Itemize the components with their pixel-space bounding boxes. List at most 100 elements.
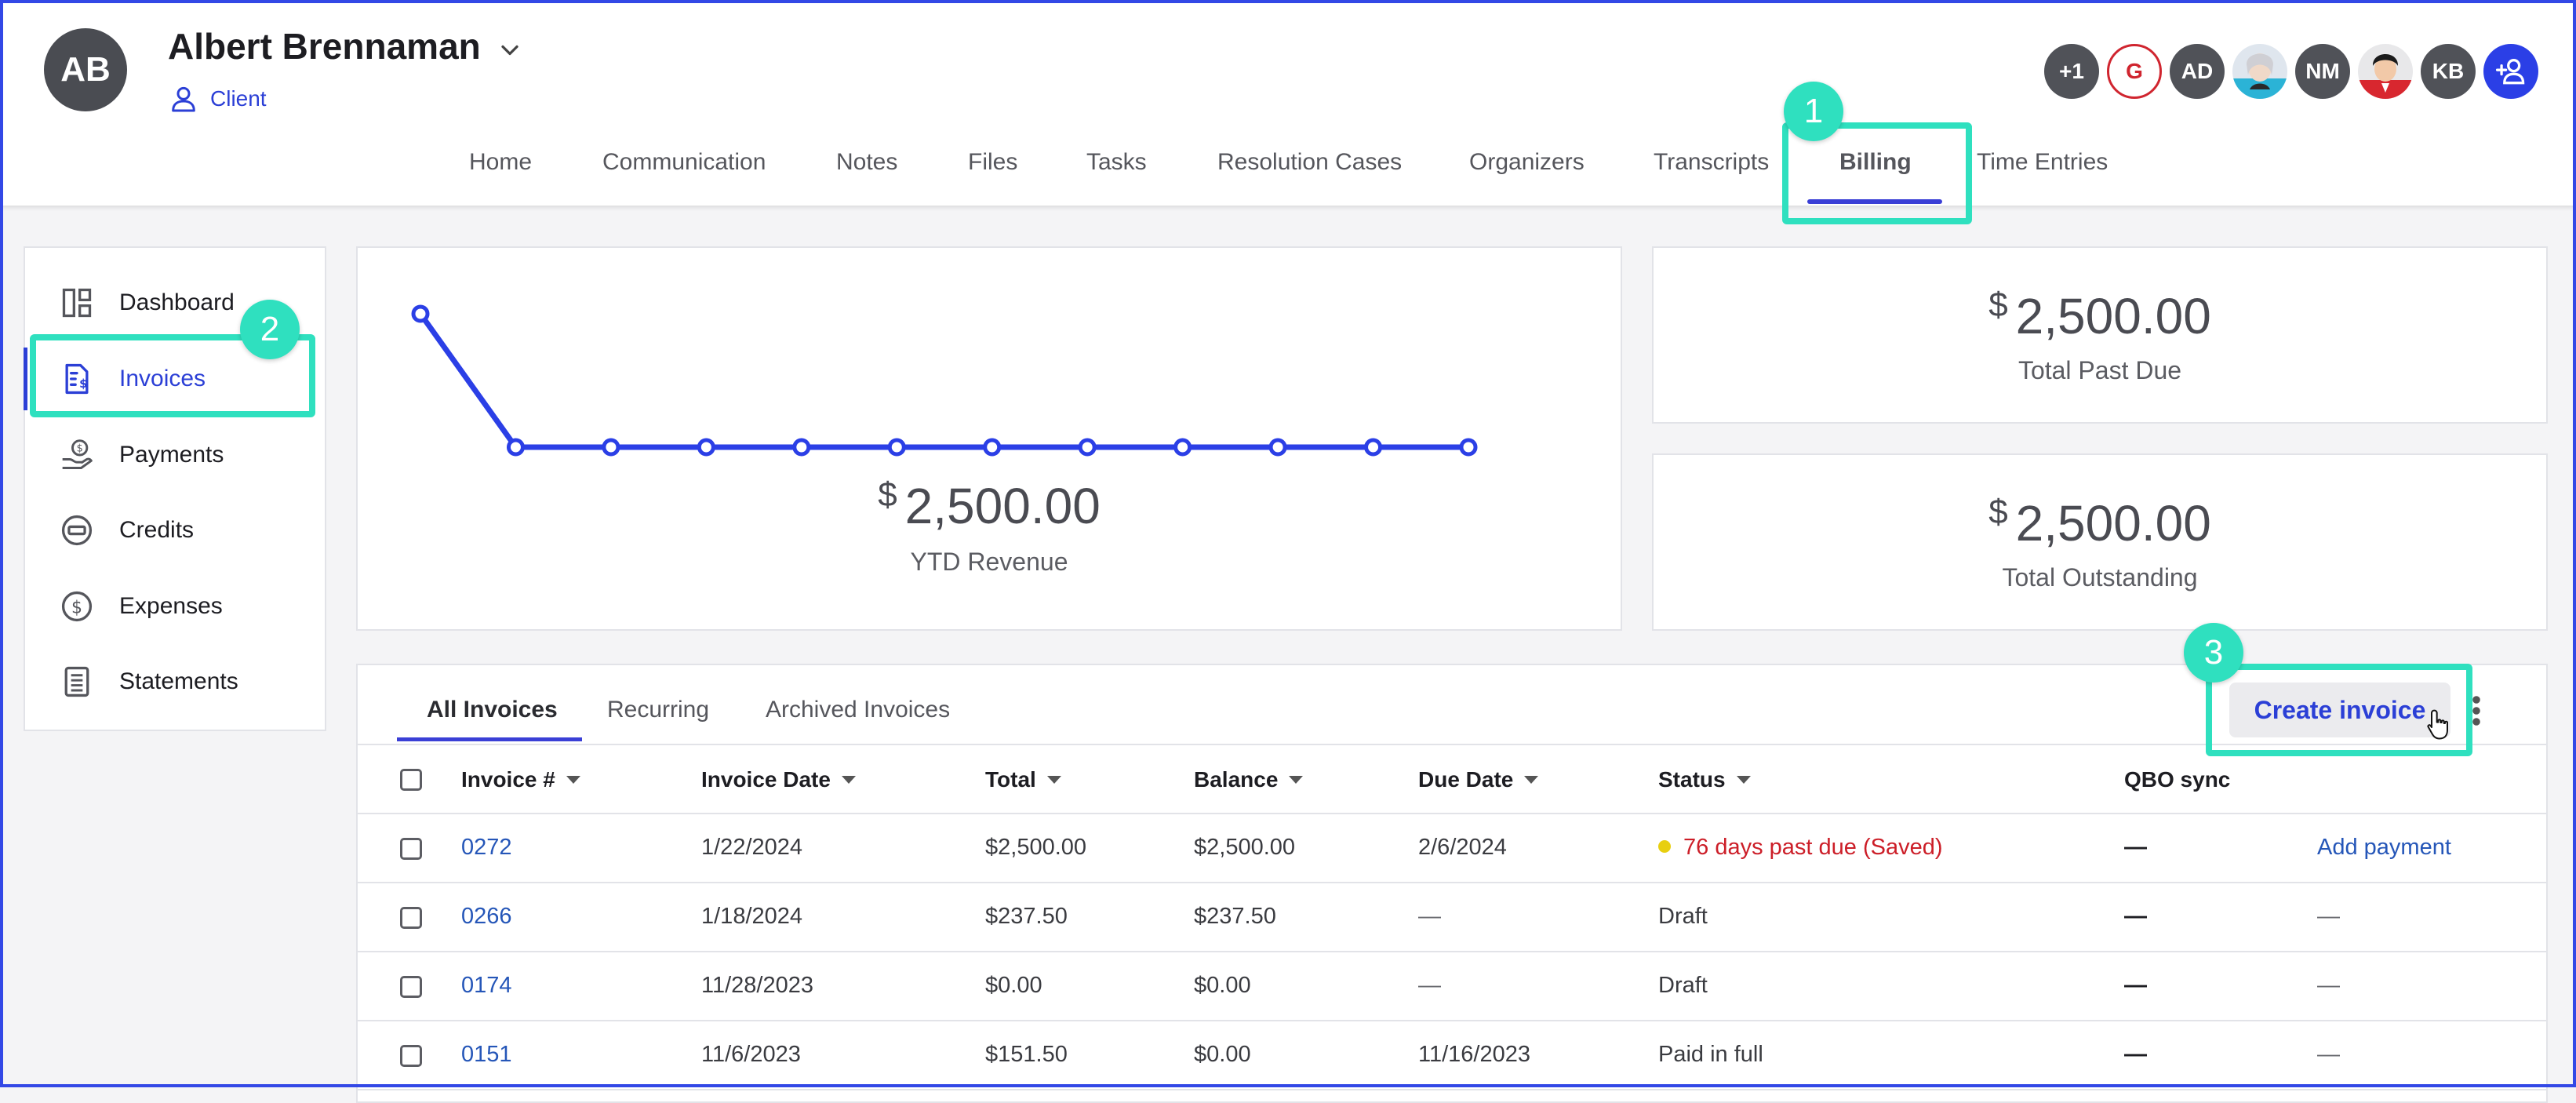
row-checkbox[interactable]	[400, 976, 422, 998]
sidebar-item-credits[interactable]: Credits	[25, 493, 325, 568]
invoice-date: 1/22/2024	[701, 835, 803, 860]
svg-text:$: $	[77, 443, 83, 455]
invoice-balance: $2,500.00	[1194, 835, 1296, 860]
tab-recurring[interactable]: Recurring	[607, 697, 710, 723]
ytd-revenue-card: $2,500.00 YTD Revenue	[356, 246, 1622, 631]
avatar-nm[interactable]: NM	[2295, 44, 2350, 99]
callout-badge-3: 3	[2184, 623, 2243, 683]
invoice-due-date: —	[1418, 973, 1441, 998]
table-row: 0151 11/6/2023 $151.50 $0.00 11/16/2023 …	[358, 1021, 2546, 1090]
data-point[interactable]	[602, 438, 620, 457]
invoice-total: $237.50	[985, 904, 1068, 929]
column-invoice-number[interactable]: Invoice #	[461, 767, 580, 792]
sidebar-item-payments[interactable]: $ Payments	[25, 417, 325, 493]
sidebar-item-dashboard[interactable]: Dashboard	[25, 265, 325, 340]
qbo-sync-status: —	[2124, 1042, 2147, 1067]
data-point[interactable]	[697, 438, 715, 457]
sort-caret-icon	[1046, 776, 1061, 784]
column-invoice-date[interactable]: Invoice Date	[701, 767, 856, 792]
qbo-sync-status: —	[2124, 835, 2147, 860]
total-outstanding-amount: $2,500.00	[1988, 493, 2211, 552]
data-point[interactable]	[1459, 438, 1478, 457]
avatar-photo-1[interactable]	[2232, 44, 2287, 99]
tab-archived-invoices[interactable]: Archived Invoices	[766, 697, 951, 723]
column-qbo-sync: QBO sync	[2124, 767, 2231, 792]
svg-text:$: $	[71, 598, 82, 617]
data-point[interactable]	[411, 304, 430, 323]
tab-all-invoices[interactable]: All Invoices	[427, 697, 558, 723]
invoice-number-link[interactable]: 0174	[461, 973, 512, 998]
add-payment-link[interactable]: Add payment	[2317, 835, 2451, 860]
ytd-revenue-label: YTD Revenue	[910, 548, 1068, 576]
data-point[interactable]	[792, 438, 811, 457]
row-checkbox[interactable]	[400, 1045, 422, 1067]
avatar-ad[interactable]: AD	[2170, 44, 2225, 99]
sort-caret-icon	[1736, 776, 1751, 784]
tab-transcripts[interactable]: Transcripts	[1654, 149, 1770, 175]
invoice-balance: $237.50	[1194, 904, 1276, 929]
dashboard-icon	[62, 288, 92, 318]
callout-highlight-invoices	[30, 334, 315, 417]
sidebar-item-label: Payments	[119, 442, 224, 468]
invoice-due-date: 11/16/2023	[1418, 1042, 1530, 1067]
client-name[interactable]: Albert Brennaman	[168, 26, 481, 67]
qbo-sync-status: —	[2124, 973, 2147, 998]
callout-highlight-billing	[1782, 122, 1972, 224]
create-invoice-button[interactable]: Create invoice	[2229, 683, 2450, 737]
select-all-checkbox[interactable]	[400, 769, 422, 791]
table-row: 0272 1/22/2024 $2,500.00 $2,500.00 2/6/2…	[358, 814, 2546, 883]
row-checkbox[interactable]	[400, 907, 422, 929]
data-point[interactable]	[1078, 438, 1097, 457]
invoice-total: $151.50	[985, 1042, 1068, 1067]
data-point[interactable]	[1173, 438, 1192, 457]
tab-tasks[interactable]: Tasks	[1086, 149, 1147, 175]
data-point[interactable]	[887, 438, 906, 457]
ytd-revenue-amount: $2,500.00	[878, 475, 1101, 534]
column-balance[interactable]: Balance	[1194, 767, 1304, 792]
data-point[interactable]	[506, 438, 525, 457]
column-due-date[interactable]: Due Date	[1418, 767, 1539, 792]
tab-notes[interactable]: Notes	[836, 149, 898, 175]
ytd-revenue-chart	[411, 304, 1478, 457]
data-point[interactable]	[983, 438, 1002, 457]
chevron-down-icon[interactable]	[496, 36, 524, 64]
avatar-g[interactable]: G	[2107, 44, 2162, 99]
tab-time-entries[interactable]: Time Entries	[1977, 149, 2108, 175]
credits-icon	[61, 515, 93, 546]
column-total[interactable]: Total	[985, 767, 1061, 792]
row-checkbox[interactable]	[400, 838, 422, 860]
user-photo-icon	[2232, 53, 2287, 99]
table-row: 0266 1/18/2024 $237.50 $237.50 — Draft —…	[358, 883, 2546, 952]
tab-home[interactable]: Home	[469, 149, 533, 175]
tab-resolution-cases[interactable]: Resolution Cases	[1217, 149, 1403, 175]
status-dot-icon	[1658, 840, 1671, 853]
sidebar-item-expenses[interactable]: $ Expenses	[25, 569, 325, 644]
column-status[interactable]: Status	[1658, 767, 1751, 792]
more-options-icon[interactable]	[2471, 695, 2482, 726]
avatar-kb[interactable]: KB	[2421, 44, 2476, 99]
user-photo-icon	[2358, 54, 2413, 99]
tab-organizers[interactable]: Organizers	[1469, 149, 1585, 175]
sort-caret-icon	[1524, 776, 1539, 784]
invoice-balance: $0.00	[1194, 1042, 1251, 1067]
total-outstanding-card: $2,500.00 Total Outstanding	[1652, 453, 2548, 631]
invoices-panel: All Invoices Recurring Archived Invoices…	[356, 664, 2548, 1103]
tab-billing[interactable]: Billing	[1839, 149, 1912, 175]
active-tab-indicator	[1807, 199, 1942, 204]
invoice-number-link[interactable]: 0151	[461, 1042, 512, 1067]
callout-badge-1: 1	[1784, 82, 1843, 141]
tab-files[interactable]: Files	[968, 149, 1018, 175]
data-point[interactable]	[1364, 438, 1383, 457]
data-point[interactable]	[1268, 438, 1287, 457]
sidebar-item-invoices[interactable]: $ Invoices	[24, 341, 325, 417]
add-user-button[interactable]	[2483, 44, 2538, 99]
sidebar-item-statements[interactable]: Statements	[25, 644, 325, 719]
sidebar-item-label: Expenses	[119, 593, 223, 619]
invoice-number-link[interactable]: 0272	[461, 835, 512, 860]
avatar-more-count[interactable]: +1	[2044, 44, 2099, 99]
qbo-sync-status: —	[2124, 904, 2147, 929]
avatar-photo-2[interactable]	[2358, 44, 2413, 99]
tab-communication[interactable]: Communication	[602, 149, 766, 175]
invoice-status: 76 days past due (Saved)	[1658, 835, 1942, 861]
invoice-number-link[interactable]: 0266	[461, 904, 512, 929]
